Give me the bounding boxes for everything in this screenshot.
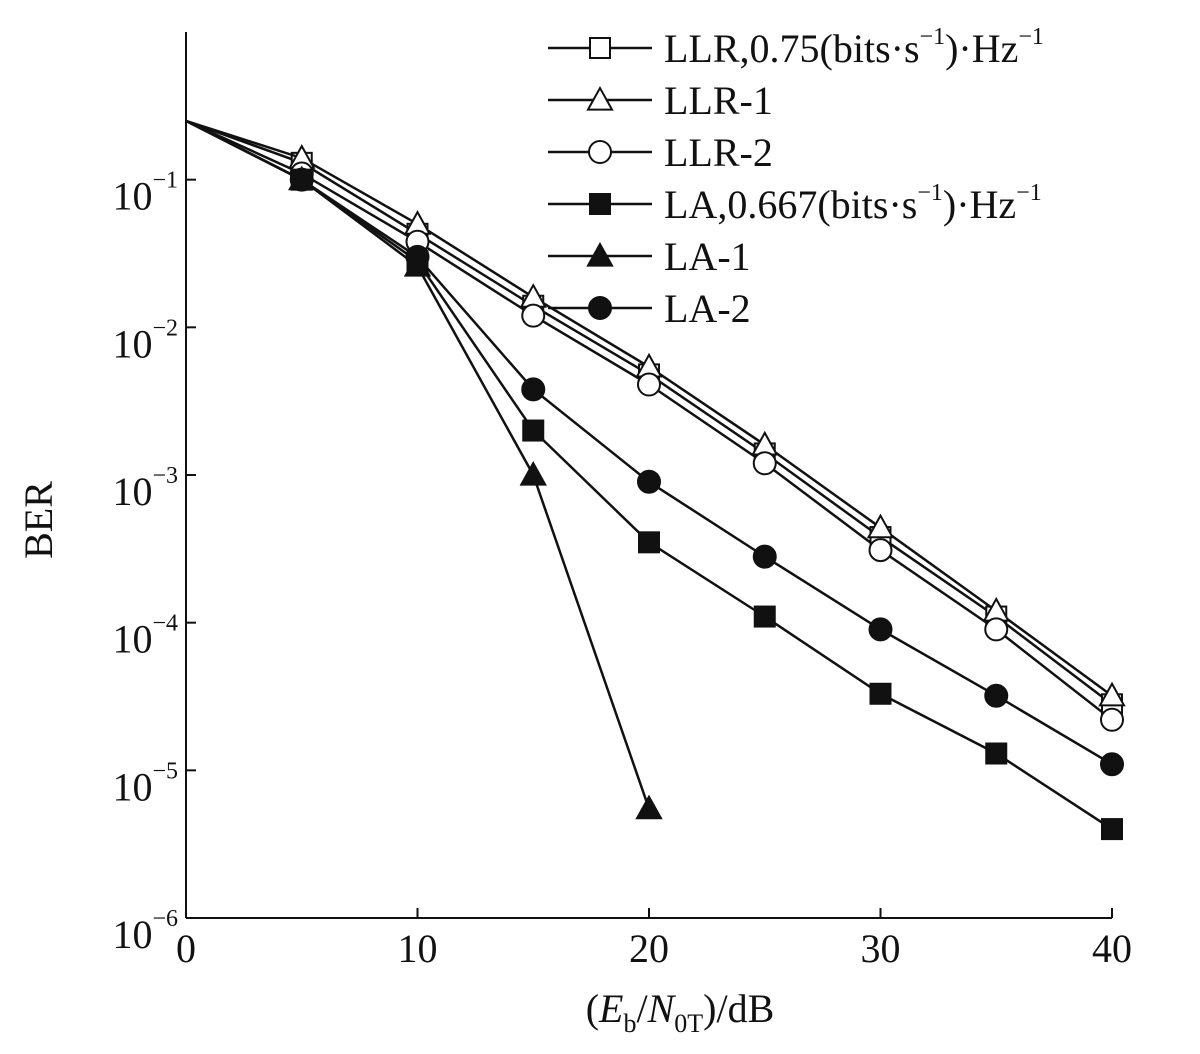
legend-label-exp: −1 <box>1016 180 1042 206</box>
y-tick-label: 10−1 <box>112 168 178 219</box>
legend-label-unit: )·Hz <box>943 182 1016 227</box>
y-tick-exp: −2 <box>152 315 178 341</box>
y-tick-label: 10−6 <box>112 906 178 957</box>
y-tick-label: 10−2 <box>112 315 178 366</box>
data-point <box>1098 681 1126 707</box>
data-point <box>519 460 547 486</box>
x-label-open: ( <box>586 986 599 1031</box>
legend-entry-3: LLR-2 <box>548 130 773 175</box>
y-tick-base: 10 <box>112 174 152 219</box>
legend-entry-2: LLR-1 <box>548 78 773 123</box>
data-point <box>289 167 314 192</box>
data-point <box>637 372 661 397</box>
legend-label: LLR-1 <box>664 78 773 123</box>
legend-entry-5: LA-1 <box>548 234 751 279</box>
data-point <box>521 377 546 402</box>
x-tick-label: 40 <box>1092 926 1132 971</box>
y-tick-base: 10 <box>112 617 152 662</box>
data-point <box>405 244 430 269</box>
x-label-slash: / <box>636 986 648 1031</box>
y-tick-base: 10 <box>112 764 152 809</box>
data-point <box>752 544 777 569</box>
data-point <box>984 617 1009 642</box>
legend-label: LLR-2 <box>664 130 773 175</box>
legend-label-exp: −1 <box>920 24 946 50</box>
y-tick-label: 10−3 <box>112 463 178 514</box>
legend-label-exp: −1 <box>1018 24 1044 50</box>
legend-marker <box>588 296 612 320</box>
data-point <box>868 538 893 563</box>
data-point <box>635 794 663 820</box>
data-point <box>522 419 545 442</box>
series-layer <box>185 119 1126 841</box>
x-label-sub: 0T <box>674 1009 703 1038</box>
y-tick-exp: −6 <box>152 906 178 932</box>
data-point <box>753 605 776 628</box>
data-point <box>866 513 895 539</box>
data-point <box>868 617 893 642</box>
legend-label-exp: −1 <box>917 180 943 206</box>
data-point <box>638 531 660 554</box>
data-point <box>869 682 892 705</box>
x-label-b: b <box>623 1009 636 1038</box>
data-point <box>1100 752 1124 777</box>
legend-label: LLR,0.75(bits·s−1)·Hz−1 <box>664 24 1044 71</box>
data-point <box>752 451 777 476</box>
y-tick-exp: −1 <box>152 168 178 194</box>
legend-label: LA,0.667(bits·s−1)·Hz−1 <box>664 180 1042 227</box>
data-point <box>985 742 1008 765</box>
x-tick-label: 0 <box>176 926 196 971</box>
y-tick-base: 10 <box>112 912 152 957</box>
data-point <box>521 303 546 328</box>
y-tick-exp: −3 <box>152 463 178 489</box>
legend-label-main: LA,0.667 <box>664 182 817 227</box>
x-tick-label: 20 <box>629 926 669 971</box>
series-2 <box>185 119 1126 707</box>
legend: LLR,0.75(bits·s−1)·Hz−1LLR-1LLR-2LA,0.66… <box>548 24 1044 331</box>
legend-label-unit: )·Hz <box>945 26 1018 71</box>
y-tick-exp: −5 <box>152 758 178 784</box>
x-label-n: N <box>647 986 677 1031</box>
y-axis-label: BER <box>16 481 61 559</box>
legend-label-unit: (bits·s <box>820 26 920 71</box>
x-label-e: E <box>598 986 623 1031</box>
legend-marker <box>589 37 611 59</box>
x-tick-label: 10 <box>398 926 438 971</box>
legend-marker <box>589 193 611 215</box>
legend-entry-6: LA-2 <box>548 286 751 331</box>
legend-marker <box>586 241 614 267</box>
legend-entry-1: LLR,0.75(bits·s−1)·Hz−1 <box>548 24 1044 71</box>
y-tick-label: 10−4 <box>112 611 178 662</box>
y-tick-base: 10 <box>112 469 152 514</box>
data-point <box>637 469 661 494</box>
x-axis-label: (Eb/N0T)/dB <box>586 986 775 1038</box>
y-tick-exp: −4 <box>152 611 178 637</box>
legend-marker <box>588 140 612 164</box>
legend-label-main: LLR,0.75 <box>664 26 820 71</box>
legend-entry-4: LA,0.667(bits·s−1)·Hz−1 <box>548 180 1042 227</box>
legend-label-unit: (bits·s <box>817 182 917 227</box>
y-tick-label: 10−5 <box>112 758 178 809</box>
legend-marker <box>586 85 614 111</box>
legend-label: LA-2 <box>664 286 751 331</box>
series-6 <box>185 119 1124 777</box>
y-tick-base: 10 <box>112 321 152 366</box>
x-label-close: )/dB <box>703 986 774 1031</box>
data-point <box>1100 707 1124 732</box>
legend-label: LA-1 <box>664 234 751 279</box>
data-point <box>984 683 1009 708</box>
data-point <box>1101 818 1123 841</box>
x-tick-label: 30 <box>861 926 901 971</box>
